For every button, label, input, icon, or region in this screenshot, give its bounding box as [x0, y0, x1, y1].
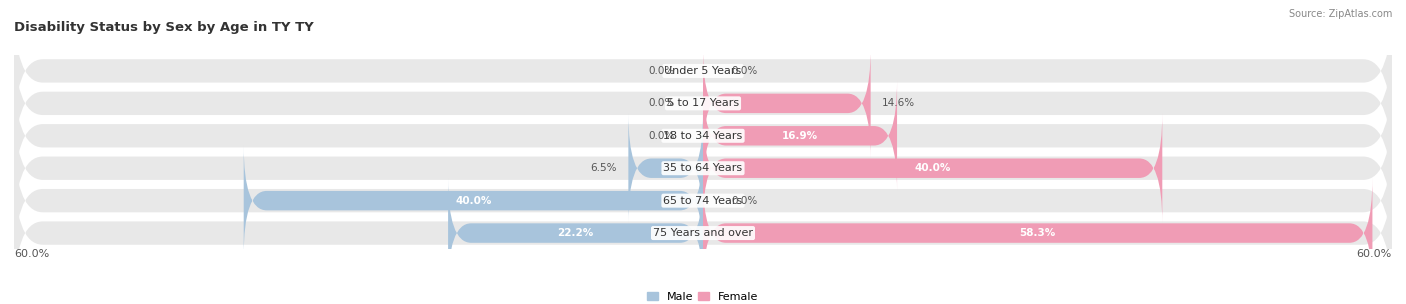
FancyBboxPatch shape: [703, 48, 870, 158]
Text: 65 to 74 Years: 65 to 74 Years: [664, 196, 742, 206]
FancyBboxPatch shape: [14, 164, 1392, 302]
Text: 6.5%: 6.5%: [591, 163, 617, 173]
Legend: Male, Female: Male, Female: [647, 292, 759, 302]
Text: 0.0%: 0.0%: [648, 131, 675, 141]
Text: 18 to 34 Years: 18 to 34 Years: [664, 131, 742, 141]
Text: 35 to 64 Years: 35 to 64 Years: [664, 163, 742, 173]
Text: 0.0%: 0.0%: [648, 98, 675, 108]
Text: Under 5 Years: Under 5 Years: [665, 66, 741, 76]
FancyBboxPatch shape: [703, 81, 897, 191]
Text: Source: ZipAtlas.com: Source: ZipAtlas.com: [1288, 9, 1392, 19]
Text: 0.0%: 0.0%: [731, 66, 758, 76]
FancyBboxPatch shape: [14, 66, 1392, 205]
Text: 22.2%: 22.2%: [557, 228, 593, 238]
FancyBboxPatch shape: [14, 34, 1392, 173]
Text: 58.3%: 58.3%: [1019, 228, 1056, 238]
Text: 75 Years and over: 75 Years and over: [652, 228, 754, 238]
Text: 0.0%: 0.0%: [648, 66, 675, 76]
Text: 40.0%: 40.0%: [456, 196, 492, 206]
Text: 5 to 17 Years: 5 to 17 Years: [666, 98, 740, 108]
Text: Disability Status by Sex by Age in TY TY: Disability Status by Sex by Age in TY TY: [14, 21, 314, 34]
FancyBboxPatch shape: [14, 2, 1392, 140]
FancyBboxPatch shape: [14, 131, 1392, 270]
FancyBboxPatch shape: [449, 178, 703, 288]
Text: 40.0%: 40.0%: [914, 163, 950, 173]
FancyBboxPatch shape: [243, 146, 703, 256]
Text: 14.6%: 14.6%: [882, 98, 915, 108]
Text: 60.0%: 60.0%: [1357, 249, 1392, 259]
FancyBboxPatch shape: [628, 113, 703, 223]
Text: 0.0%: 0.0%: [731, 196, 758, 206]
FancyBboxPatch shape: [14, 99, 1392, 238]
FancyBboxPatch shape: [703, 113, 1163, 223]
Text: 60.0%: 60.0%: [14, 249, 49, 259]
Text: 16.9%: 16.9%: [782, 131, 818, 141]
FancyBboxPatch shape: [703, 178, 1372, 288]
